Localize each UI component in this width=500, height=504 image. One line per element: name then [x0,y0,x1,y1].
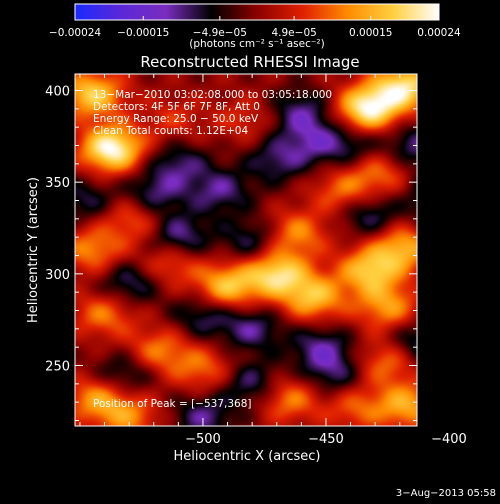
timestamp: 3−Aug−2013 05:58 [396,488,496,499]
plot-frame [74,73,418,427]
colorbar-gradient [74,3,440,21]
colorbar: −0.00024 −0.00015 −4.9e−05 4.9e−05 0.00015 0.… [49,3,461,50]
annotation-peak-position: Position of Peak = [−537,368] [93,398,252,410]
y-tick-label: 350 [45,176,70,191]
annotation-clean-counts: Clean Total counts: 1.12E+04 [93,125,248,137]
y-axis-ticks: 250 300 350 400 [45,85,417,421]
plot-area: −500 −450 −400 250 300 350 400 [45,73,467,447]
y-tick-label: 300 [45,268,70,283]
annotation-detectors: Detectors: 4F 5F 6F 7F 8F, Att 0 [93,101,260,113]
y-axis-label: Heliocentric Y (arcsec) [26,177,41,323]
x-tick-label: −450 [308,432,344,447]
colorbar-unit-label: (photons cm⁻² s⁻¹ asec⁻²) [189,38,324,50]
colorbar-ticks: −0.00024 −0.00015 −4.9e−05 4.9e−05 0.00015 0.… [49,16,461,39]
annotation-time-range: 13−Mar−2010 03:02:08.000 to 03:05:18.000 [93,89,332,101]
annotation-energy-range: Energy Range: 25.0 − 50.0 keV [93,113,259,125]
x-axis-label: Heliocentric X (arcsec) [174,449,321,464]
colorbar-tick-label: 0.00024 [417,27,461,39]
colorbar-tick-label: 0.00015 [349,27,392,39]
annotations: 13−Mar−2010 03:02:08.000 to 03:05:18.000… [93,89,332,410]
colorbar-tick-label: −0.00024 [49,27,102,39]
colorbar-tick-label: −4.9e−05 [193,27,247,39]
y-tick-label: 250 [45,360,70,375]
colorbar-tick-label: −0.00015 [117,27,169,39]
x-axis-ticks: −500 −450 −400 [79,74,467,447]
x-tick-label: −500 [185,432,221,447]
x-tick-label: −400 [431,432,467,447]
y-tick-label: 400 [45,85,70,100]
colorbar-tick-label: 4.9e−05 [271,27,316,39]
chart-title: Reconstructed RHESSI Image [140,53,359,71]
